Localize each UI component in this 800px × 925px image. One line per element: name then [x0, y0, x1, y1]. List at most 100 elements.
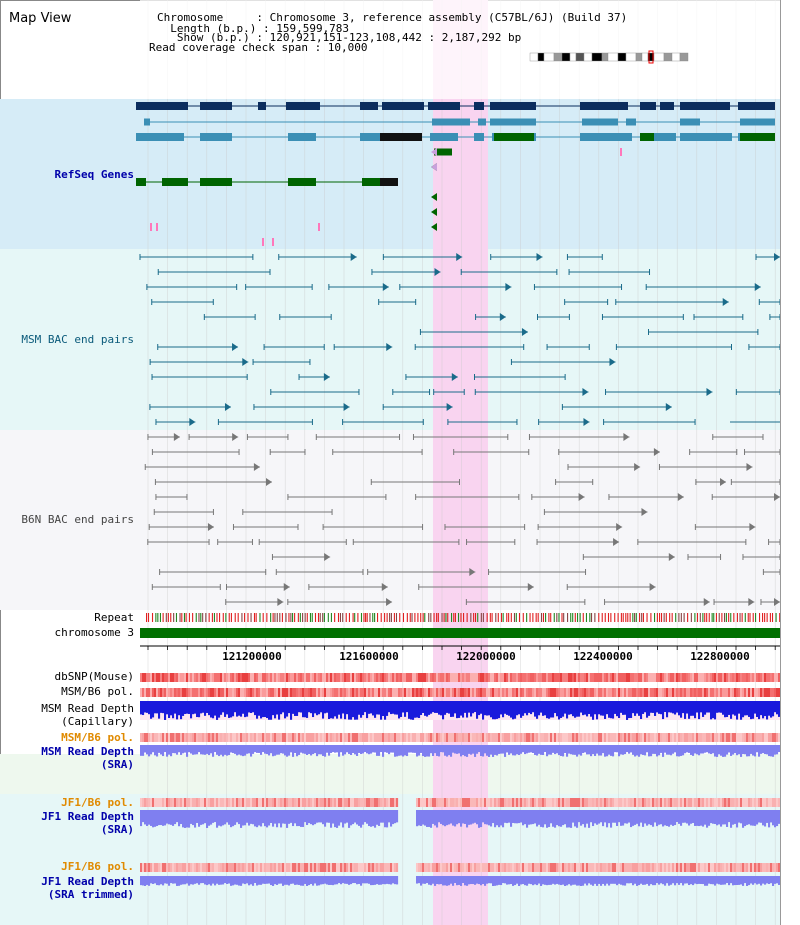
msm-depth-sra-bar	[554, 745, 557, 755]
jf1-depth-sra-bar	[490, 810, 493, 827]
msm-depth-sra-bar	[186, 745, 189, 757]
track-label-msm-b6-pol-1[interactable]: MSM/B6 pol.	[61, 685, 134, 698]
track-label-msm-depth-sra[interactable]: MSM Read Depth	[41, 745, 134, 758]
dbsnp-heat	[348, 673, 351, 682]
msm-b6-pol2-heat	[276, 733, 279, 742]
repeat-mark	[771, 613, 774, 622]
track-label-msm-bac[interactable]: MSM BAC end pairs	[21, 333, 134, 346]
repeat-mark	[393, 613, 395, 622]
jf1-b6-pol2-heat	[236, 863, 239, 872]
msm-depth-sra-bar	[688, 745, 691, 753]
jf1-b6-pol-heat	[552, 798, 555, 807]
jf1-b6-pol-heat	[216, 798, 219, 807]
track-label-refseq[interactable]: RefSeq Genes	[54, 168, 134, 181]
jf1-b6-pol2-heat	[496, 863, 499, 872]
jf1-b6-pol-heat	[678, 798, 681, 807]
dbsnp-heat	[724, 673, 727, 682]
track-label-b6n-bac[interactable]: B6N BAC end pairs	[21, 513, 134, 526]
msm-b6-pol2-heat	[180, 733, 183, 742]
dbsnp-heat	[150, 673, 153, 682]
msm-b6-pol-heat	[466, 688, 469, 697]
jf1-b6-pol-heat	[220, 798, 223, 807]
track-label-jf1-depth-trim[interactable]: JF1 Read Depth	[41, 875, 134, 888]
jf1-depth-sra-bar	[450, 810, 453, 824]
repeat-mark	[641, 613, 643, 622]
dbsnp-heat	[546, 673, 549, 682]
track-label-msm-b6-pol-2[interactable]: MSM/B6 pol.	[61, 731, 134, 744]
jf1-b6-pol-heat	[490, 798, 493, 807]
dbsnp-heat	[734, 673, 737, 682]
dbsnp-heat	[432, 673, 435, 682]
jf1-b6-pol-heat	[482, 798, 485, 807]
msm-depth-sra-bar	[328, 745, 331, 756]
msm-depth-sra-bar	[294, 745, 297, 754]
jf1-b6-pol-heat	[744, 798, 747, 807]
repeat-mark	[495, 613, 497, 622]
msm-b6-pol-heat	[172, 688, 175, 697]
msm-depth-cap-bar	[352, 701, 355, 718]
track-label-jf1-depth-sra[interactable]: JF1 Read Depth	[41, 810, 134, 823]
msm-depth-sra-bar	[750, 745, 753, 754]
track-label-msm-depth-cap[interactable]: MSM Read Depth	[41, 702, 134, 715]
jf1-b6-pol2-heat	[716, 863, 719, 872]
msm-depth-cap-bar	[562, 701, 565, 717]
repeat-mark	[663, 613, 665, 622]
track-label-repeat[interactable]: Repeat	[94, 611, 134, 624]
msm-depth-sra-bar	[166, 745, 169, 757]
jf1-b6-pol-heat	[770, 798, 773, 807]
dbsnp-heat	[520, 673, 523, 682]
jf1-b6-pol-heat	[302, 798, 305, 807]
msm-depth-cap-bar	[698, 701, 701, 720]
track-label-dbsnp[interactable]: dbSNP(Mouse)	[54, 670, 134, 683]
msm-depth-cap-bar	[356, 701, 359, 720]
jf1-depth-trim-bar	[482, 876, 485, 885]
msm-b6-pol-heat	[400, 688, 403, 697]
msm-b6-pol-heat	[286, 688, 289, 697]
msm-depth-cap-bar	[658, 701, 661, 714]
msm-b6-pol2-heat	[616, 733, 619, 742]
msm-depth-sra-bar	[188, 745, 191, 753]
jf1-b6-pol-heat	[424, 798, 427, 807]
msm-depth-sra-bar	[612, 745, 615, 757]
msm-b6-pol-heat	[572, 688, 575, 697]
jf1-b6-pol-heat	[360, 798, 363, 807]
msm-b6-pol2-heat	[164, 733, 167, 742]
msm-b6-pol2-heat	[474, 733, 477, 742]
msm-b6-pol2-heat	[190, 733, 193, 742]
jf1-b6-pol-heat	[342, 798, 345, 807]
track-label-jf1-b6-pol-2[interactable]: JF1/B6 pol.	[61, 860, 134, 873]
repeat-mark	[567, 613, 569, 622]
dbsnp-heat	[616, 673, 619, 682]
jf1-depth-trim-bar	[474, 876, 477, 885]
jf1-depth-trim-bar	[366, 876, 369, 884]
msm-b6-pol-heat	[374, 688, 377, 697]
msm-b6-pol2-heat	[428, 733, 431, 742]
jf1-depth-sra-bar	[350, 810, 353, 826]
msm-b6-pol2-heat	[406, 733, 409, 742]
jf1-b6-pol-heat	[440, 798, 443, 807]
msm-depth-sra-bar	[380, 745, 383, 753]
msm-depth-cap-bar	[260, 701, 263, 719]
msm-b6-pol-heat	[174, 688, 177, 697]
repeat-mark	[639, 613, 641, 622]
dbsnp-heat	[654, 673, 657, 682]
gene-exon	[582, 118, 618, 126]
repeat-mark	[292, 613, 294, 622]
jf1-b6-pol2-heat	[522, 863, 525, 872]
repeat-mark	[399, 613, 401, 622]
jf1-depth-sra-bar	[266, 810, 269, 828]
msm-depth-cap-bar	[320, 701, 323, 713]
repeat-mark	[728, 613, 730, 622]
jf1-depth-trim-bar	[244, 876, 247, 885]
jf1-b6-pol-heat	[686, 798, 689, 807]
jf1-depth-trim-bar	[448, 876, 451, 886]
msm-depth-sra-bar	[774, 745, 777, 755]
msm-depth-sra-bar	[394, 745, 397, 757]
msm-depth-sra-bar	[448, 745, 451, 756]
msm-depth-sra-bar	[472, 745, 475, 754]
dbsnp-heat	[162, 673, 165, 682]
track-label-jf1-b6-pol-1[interactable]: JF1/B6 pol.	[61, 796, 134, 809]
jf1-depth-sra-bar	[254, 810, 257, 827]
gene-exon	[660, 102, 674, 110]
